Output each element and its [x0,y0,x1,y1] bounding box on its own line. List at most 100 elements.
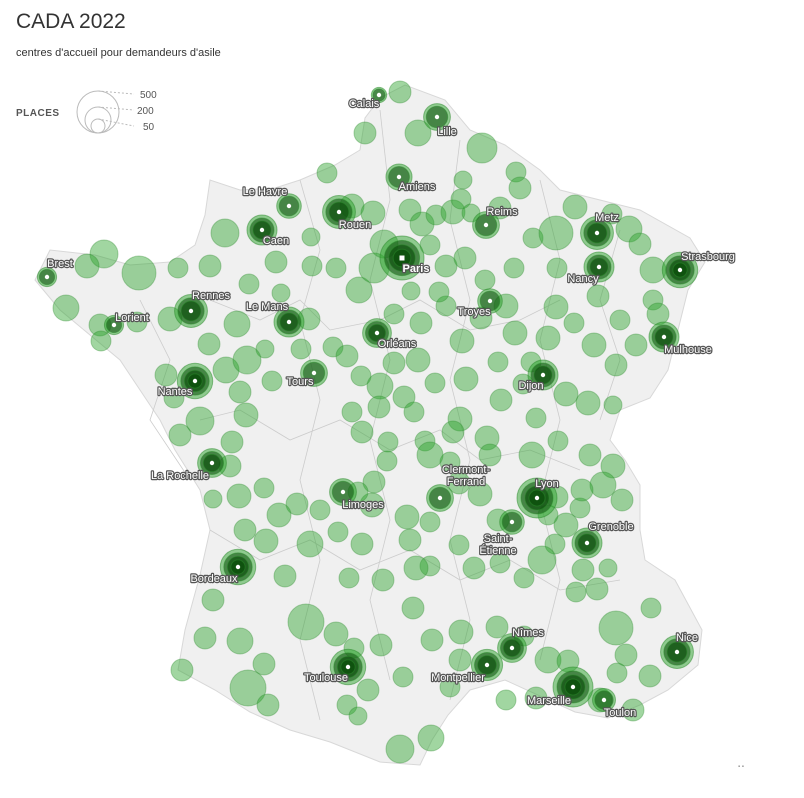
city-label-saint-etienne: Saint-Étienne [479,533,516,557]
minor-bubble [600,453,626,479]
minor-bubble [553,512,579,538]
minor-bubble [414,430,436,452]
minor-bubble [398,528,422,552]
minor-bubble [441,420,465,444]
minor-bubble [525,407,547,429]
city-labels: Calais Lille Amiens Le Havre Rouen Reims Metz C… [46,97,736,720]
minor-bubble [228,380,252,404]
city-label-le-mans: Le Mans [246,301,289,313]
minor-bubble [485,615,509,639]
minor-bubble [285,492,309,516]
minor-bubble [168,423,192,447]
minor-bubble [316,162,338,184]
minor-bubble [255,339,275,359]
legend-label-500: 500 [140,90,157,101]
minor-bubble [621,698,645,722]
minor-bubble [335,344,359,368]
minor-bubble [527,545,557,575]
minor-bubble [89,239,119,269]
minor-bubble [154,363,178,387]
minor-bubble [615,215,643,243]
minor-bubble [439,451,461,473]
minor-bubble [547,430,569,452]
minor-bubble [338,567,360,589]
minor-bubble [193,626,217,650]
minor-bubble [345,276,373,304]
minor-bubble [238,273,260,295]
city-marker-nancy [596,264,602,270]
minor-bubble [544,533,566,555]
city-label-troyes: Troyes [457,306,491,318]
minor-bubble [535,325,561,351]
minor-bubble [376,450,398,472]
minor-bubble [448,648,472,672]
city-marker-nantes [192,378,198,384]
minor-bubble [212,356,240,384]
city-marker-le-havre [286,203,292,209]
minor-bubble [489,388,513,412]
minor-bubble [266,502,292,528]
city-marker-orleans [374,330,380,336]
minor-bubble [642,289,664,311]
minor-bubble [435,295,457,317]
minor-bubble [409,211,435,237]
city-label-brest: Brest [47,258,73,270]
minor-bubble [478,443,502,467]
minor-bubble [503,257,525,279]
minor-bubble [309,499,331,521]
minor-bubble [350,365,372,387]
city-label-strasbourg: Strasbourg [681,251,735,263]
city-marker-troyes [487,298,493,304]
city-marker-saint-etienne [509,519,515,525]
region-borders [139,109,621,721]
minor-bubble [253,477,275,499]
city-label-nice: Nice [676,632,698,644]
city-marker-lille [434,114,440,120]
minor-bubble [394,504,420,530]
minor-bubble [233,402,259,428]
minor-bubble [425,204,447,226]
city-label-lorient: Lorient [115,312,149,324]
minor-bubble [348,706,368,726]
minor-bubble [586,284,610,308]
city-label-caen: Caen [263,235,289,247]
minor-bubble [610,488,634,512]
minor-bubble [502,320,528,346]
legend-graphic: 500 200 50 [76,90,157,134]
city-label-marseille: Marseille [527,695,571,707]
city-marker-strasbourg [677,267,683,273]
minor-bubble [638,664,662,688]
minor-bubble [327,521,349,543]
city-marker-metz [594,230,600,236]
minor-bubble [203,489,223,509]
minor-bubble [538,215,574,251]
minor-bubble [383,303,405,325]
minor-bubble [614,643,638,667]
city-label-reims: Reims [486,206,518,218]
minor-bubble [570,478,594,502]
city-label-mulhouse: Mulhouse [664,344,712,356]
minor-bubble [253,528,279,554]
minor-bubble [382,351,406,375]
minor-bubble [325,257,347,279]
minor-bubble [562,194,588,220]
minor-bubble [447,471,471,495]
city-label-la-rochelle: La Rochelle [151,470,209,482]
minor-bubble [398,198,422,222]
city-marker-clermont-ferrand [437,495,443,501]
minor-bubble [229,669,267,707]
city-marker-grenoble [584,540,590,546]
minor-bubble [487,351,509,373]
minor-bubble [419,555,441,577]
minor-bubble [201,588,225,612]
city-label-rouen: Rouen [339,219,371,231]
minor-bubble [598,610,634,646]
city-label-calais: Calais [349,98,380,110]
city-marker-lyon [534,495,540,501]
city-label-nimes: Nîmes [512,627,544,639]
minor-bubble [403,555,429,581]
minor-bubble [489,552,511,574]
minor-bubble [609,309,631,331]
minor-bubble [628,232,652,256]
